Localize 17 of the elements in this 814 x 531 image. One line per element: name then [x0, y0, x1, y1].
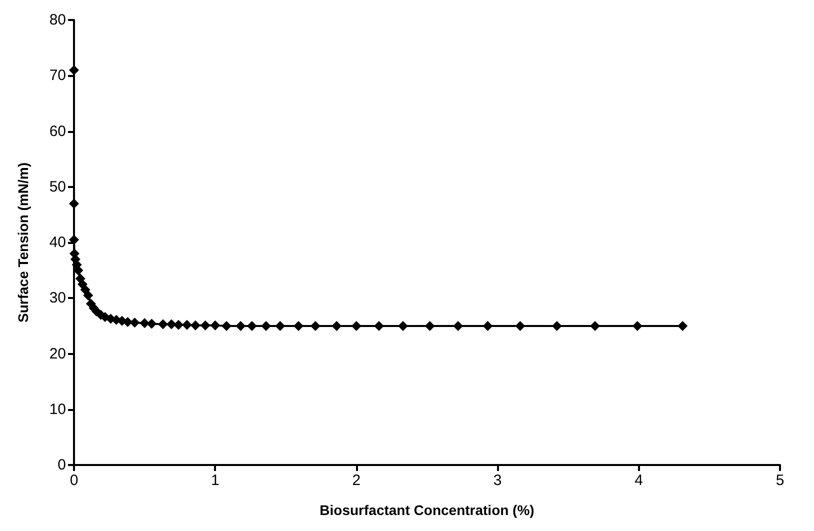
x-axis-title: Biosurfactant Concentration (%) — [320, 502, 534, 518]
x-tick-label: 3 — [493, 472, 502, 489]
y-axis-title: Surface Tension (mN/m) — [15, 162, 31, 322]
y-tick-label: 60 — [49, 122, 66, 140]
x-tick-label: 2 — [352, 472, 361, 489]
y-tick-label: 80 — [49, 12, 66, 28]
y-tick-label: 70 — [49, 67, 66, 84]
x-tick-label: 5 — [776, 472, 784, 489]
y-tick-label: 10 — [49, 400, 66, 418]
x-tick-label: 1 — [211, 472, 220, 489]
y-tick-label: 40 — [49, 234, 66, 251]
y-tick-label: 20 — [49, 345, 66, 362]
x-tick-label: 4 — [634, 472, 643, 489]
y-tick-label: 30 — [49, 290, 66, 307]
y-tick-label: 50 — [49, 178, 66, 196]
x-tick-label: 0 — [70, 472, 78, 489]
y-tick-label: 0 — [58, 456, 66, 474]
